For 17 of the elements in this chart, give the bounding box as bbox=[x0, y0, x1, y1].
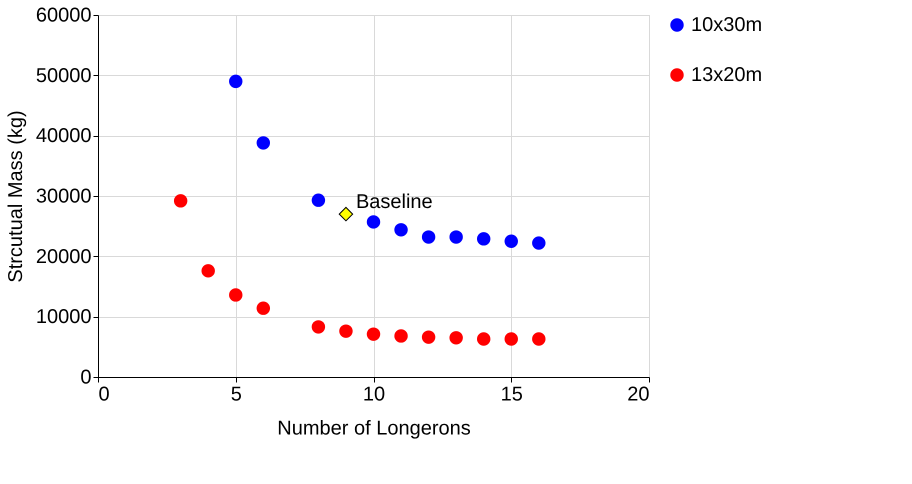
y-tick-label: 50000 bbox=[36, 64, 92, 87]
x-tick-label: 15 bbox=[500, 384, 523, 406]
x-tick-label: 0 bbox=[98, 384, 110, 406]
x-axis-title: Number of Longerons bbox=[277, 418, 471, 440]
y-tick-label: 10000 bbox=[36, 306, 92, 328]
x-tick-label: 10 bbox=[362, 384, 386, 406]
y-tick-label: 30000 bbox=[36, 186, 92, 208]
y-tick-label: 0 bbox=[80, 366, 92, 388]
legend-label: 13x20m bbox=[691, 64, 762, 86]
y-axis-title: Strcutual Mass (kg) bbox=[4, 110, 27, 283]
annotation: Baseline bbox=[356, 191, 433, 214]
y-tick-label: 40000 bbox=[36, 125, 92, 148]
x-tick-label: 20 bbox=[627, 384, 650, 406]
y-tick-label: 20000 bbox=[36, 246, 92, 268]
y-tick-label: 60000 bbox=[36, 4, 92, 26]
legend-label: 10x30m bbox=[691, 14, 762, 36]
x-tick-label: 5 bbox=[230, 384, 242, 406]
